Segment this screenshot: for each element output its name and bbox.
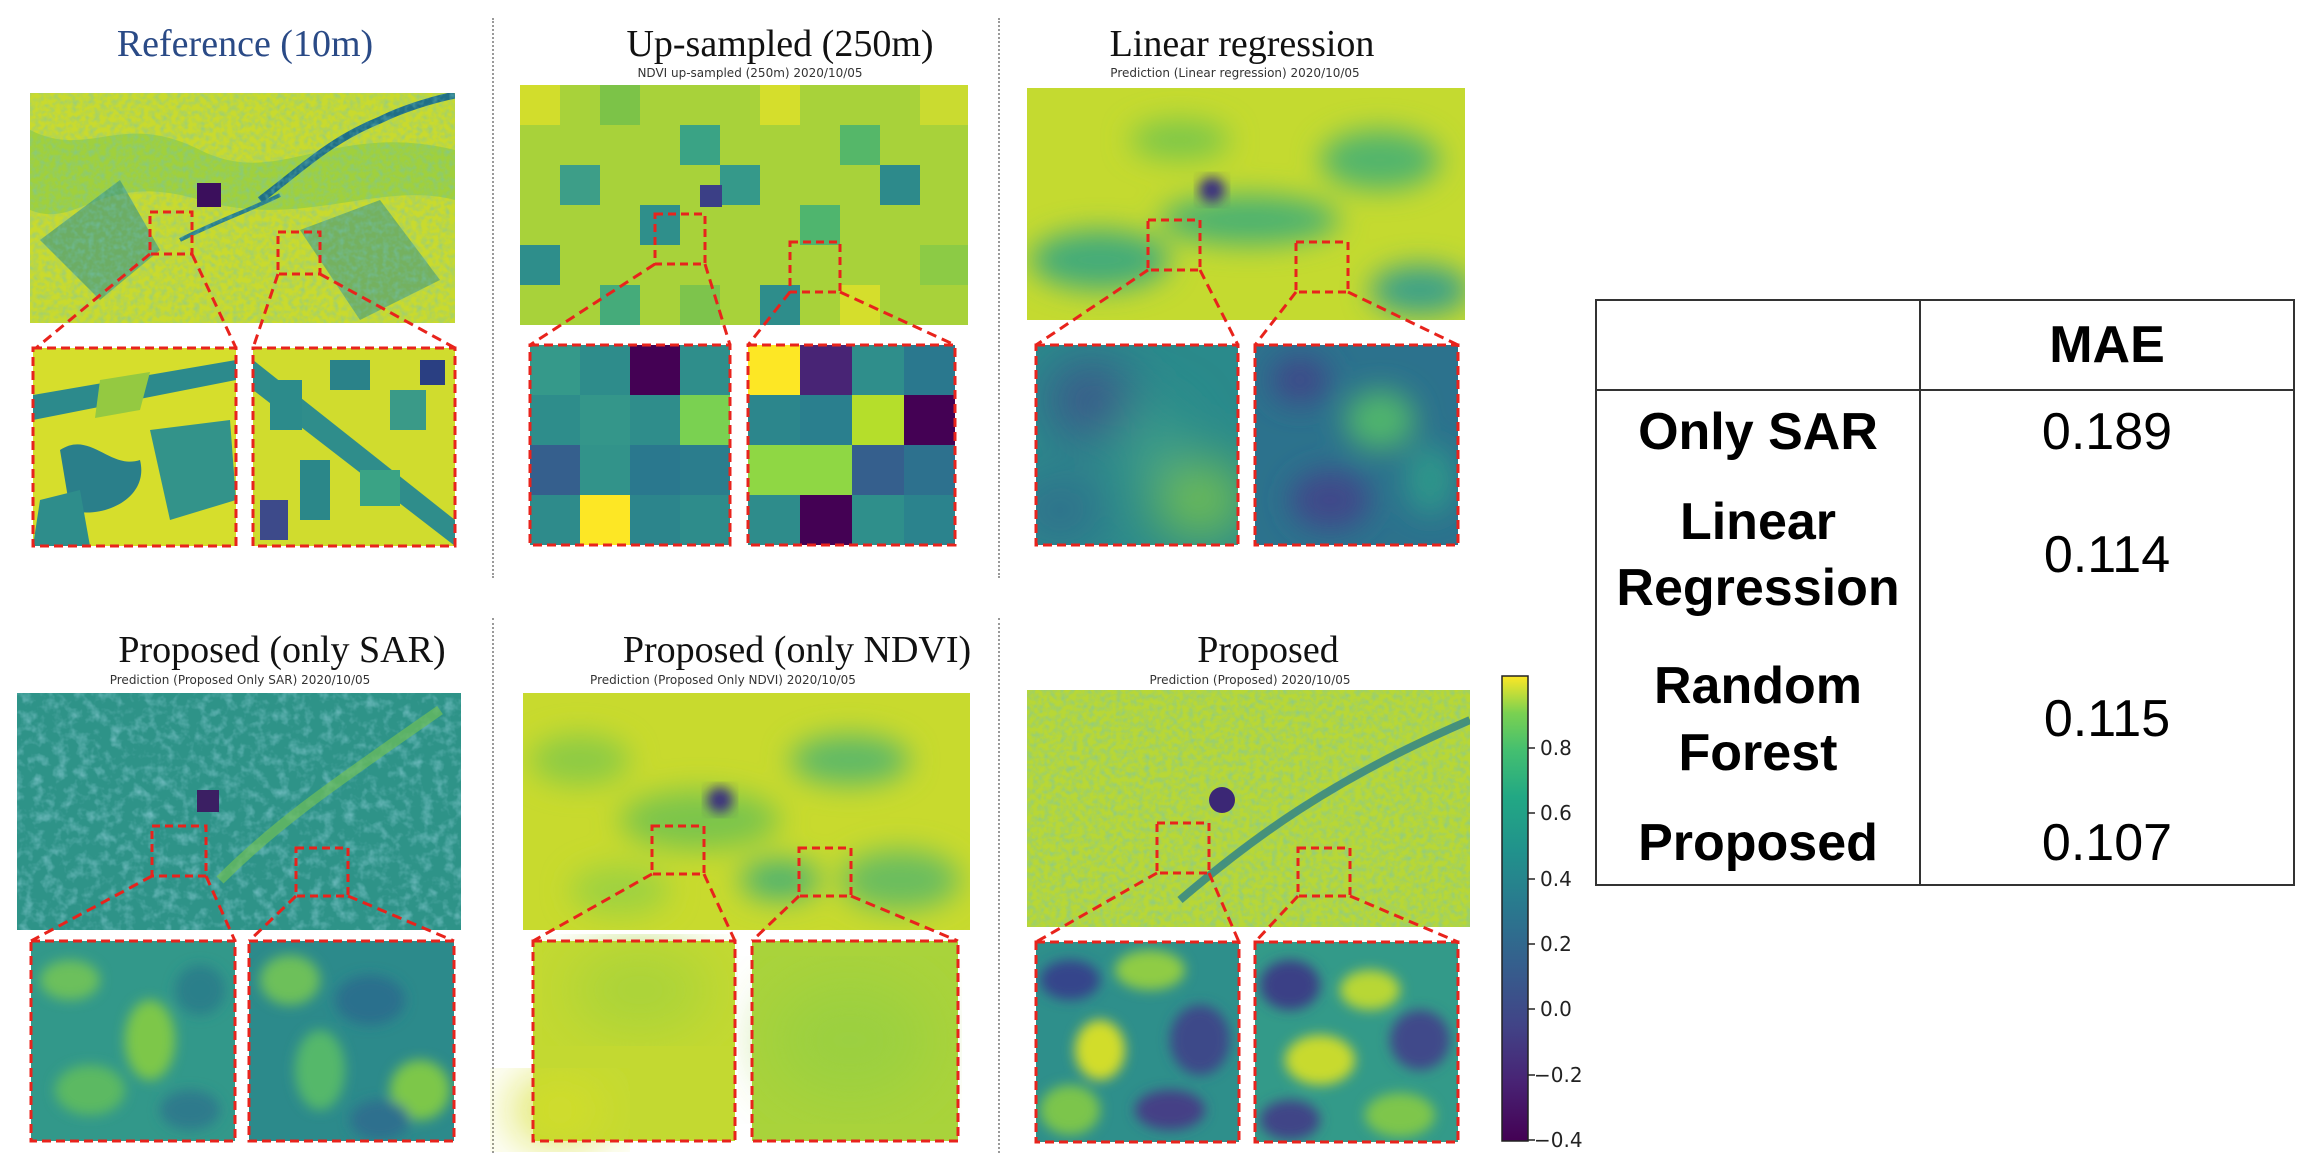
- table-row: Only SAR 0.189: [1597, 390, 2293, 474]
- table-header-mae: MAE: [1920, 301, 2293, 391]
- table-header-empty: [1597, 301, 1921, 391]
- colorbar-tick-label: −0.2: [1534, 1063, 1583, 1087]
- mae-table: MAE Only SAR 0.189 Linear Regression 0.1…: [1595, 299, 2295, 886]
- zoom-box-reference-a: [148, 210, 194, 256]
- zoom-box-linear-regression-a: [1146, 218, 1202, 272]
- table-row: Linear Regression 0.114: [1597, 473, 2293, 638]
- colorbar-tick-label: 0.8: [1540, 736, 1572, 760]
- linear-regression-zoom-b: [1255, 345, 1458, 545]
- table-row-value: 0.189: [2041, 402, 2173, 461]
- table-row-label: Proposed: [1597, 801, 1921, 884]
- colorbar-ticks: [1528, 747, 1535, 1141]
- table-header-row: MAE: [1597, 301, 2293, 391]
- separator-top-right: [998, 18, 1000, 578]
- zoom-box-proposed-b: [1296, 846, 1352, 898]
- upsampled-zoom-a: [530, 345, 730, 545]
- linear-regression-map-image: [1027, 88, 1465, 320]
- panel-title-proposed-only-ndvi: Proposed (only NDVI): [622, 629, 972, 671]
- colorbar-tick-label: 0.2: [1540, 932, 1572, 956]
- zoom-box-proposed-a: [1155, 821, 1211, 875]
- panel-title-linear-regression: Linear regression: [1109, 23, 1375, 65]
- zoom-box-only-sar-a: [150, 824, 208, 878]
- colorbar-tick-label: 0.6: [1540, 801, 1572, 825]
- table-row-value: 0.115: [2043, 690, 2171, 749]
- panel-title-proposed: Proposed: [1197, 629, 1339, 671]
- proposed-zoom-b: [1255, 942, 1458, 1142]
- table-row-label: Linear Regression: [1597, 473, 1921, 638]
- panel-subtitle-proposed-only-sar: Prediction (Proposed Only SAR) 2020/10/0…: [109, 673, 371, 687]
- panel-subtitle-linear-regression: Prediction (Linear regression) 2020/10/0…: [1110, 66, 1360, 80]
- proposed-only-sar-map-image: [17, 693, 461, 930]
- panel-title-upsampled: Up-sampled (250m): [626, 23, 934, 65]
- colorbar-tick-label: 0.4: [1540, 867, 1572, 891]
- linear-regression-zoom-a: [1036, 345, 1238, 545]
- proposed-map-image: [1027, 690, 1470, 927]
- zoom-box-upsampled-a: [653, 212, 707, 266]
- separator-bottom-left: [492, 618, 494, 1153]
- zoom-box-only-ndvi-b: [797, 846, 853, 898]
- panel-title-proposed-only-sar: Proposed (only SAR): [118, 629, 446, 671]
- separator-bottom-right: [998, 618, 1000, 1153]
- table-row-label: Random Forest: [1597, 637, 1921, 802]
- table-row-value: 0.107: [2041, 813, 2173, 872]
- separator-top-left: [492, 18, 494, 578]
- zoom-box-linear-regression-b: [1294, 240, 1350, 294]
- proposed-only-ndvi-map-image: [523, 693, 970, 930]
- zoom-box-reference-b: [276, 230, 322, 276]
- table-row: Random Forest 0.115: [1597, 637, 2293, 802]
- only-sar-zoom-a: [31, 941, 235, 1141]
- upsampled-zoom-b: [748, 345, 955, 545]
- table-row: Proposed 0.107: [1597, 801, 2293, 884]
- upsampled-map-image: [520, 85, 968, 325]
- only-sar-zoom-b: [249, 941, 454, 1141]
- table-row-label: Only SAR: [1597, 390, 1921, 474]
- zoom-box-only-ndvi-a: [650, 824, 706, 876]
- colorbar-tick-label: −0.4: [1534, 1128, 1583, 1152]
- reference-zoom-b: [253, 348, 455, 546]
- table-row-value: 0.114: [2043, 526, 2171, 585]
- panel-subtitle-upsampled: NDVI up-sampled (250m) 2020/10/05: [637, 66, 863, 80]
- colorbar-tick-label: 0.0: [1540, 997, 1572, 1021]
- colorbar: [1501, 675, 1529, 1142]
- reference-zoom-a: [33, 348, 236, 546]
- panel-subtitle-proposed: Prediction (Proposed) 2020/10/05: [1149, 673, 1351, 687]
- reference-map-image: [30, 93, 455, 323]
- zoom-box-upsampled-b: [788, 240, 842, 294]
- panel-title-reference: Reference (10m): [116, 23, 374, 65]
- panel-subtitle-proposed-only-ndvi: Prediction (Proposed Only NDVI) 2020/10/…: [590, 673, 856, 687]
- proposed-zoom-a: [1036, 942, 1239, 1142]
- zoom-box-only-sar-b: [294, 846, 350, 898]
